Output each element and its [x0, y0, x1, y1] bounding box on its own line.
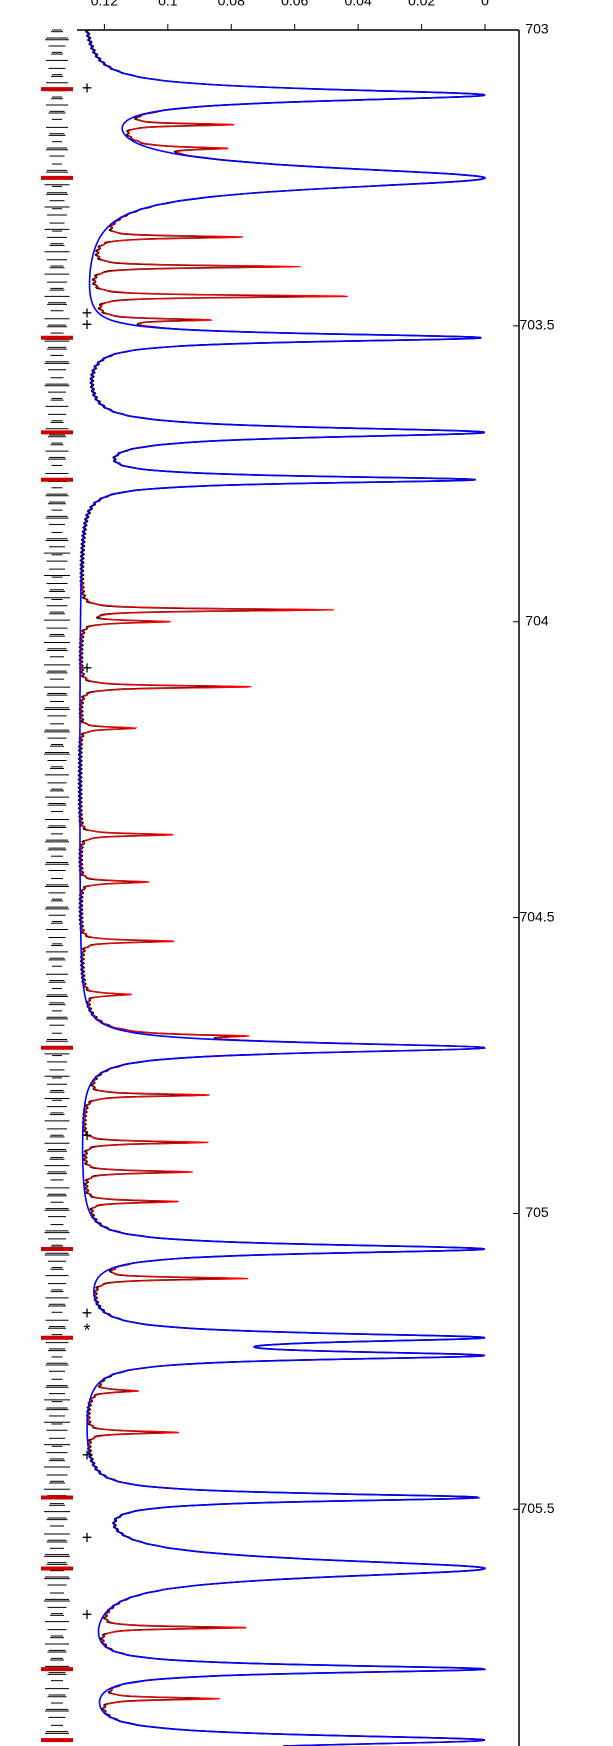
- feature-marker: +: [82, 1528, 93, 1548]
- feature-marker: +: [82, 1125, 93, 1145]
- feature-marker: +: [82, 1605, 93, 1625]
- y-tick-label: 0.04: [345, 0, 372, 9]
- x-tick-label: 703: [525, 21, 549, 37]
- model-main-line: [79, 29, 487, 1746]
- plot-area: ++++++*+++ 703703.5704704.5705705.500.02…: [41, 0, 555, 1746]
- y-tick-label: 0.12: [91, 0, 118, 9]
- line-marker-strip: [41, 29, 73, 1743]
- feature-marker: +: [82, 1445, 93, 1465]
- feature-markers: ++++++*+++: [82, 78, 93, 1625]
- y-tick-label: 0.08: [218, 0, 245, 9]
- x-tick-label: 704.5: [519, 908, 554, 924]
- y-tick-label: 0.02: [408, 0, 435, 9]
- feature-marker: +: [82, 1303, 93, 1323]
- feature-marker: +: [82, 658, 93, 678]
- axes: 703 703.5 704 704.5 705 705.5 0 0.02 0.04 0.06 0.0…: [77, 0, 555, 1746]
- feature-marker: +: [82, 315, 93, 335]
- spectrum-curves: [77, 29, 487, 1746]
- x-tick-label: 704: [525, 612, 549, 628]
- feature-marker: *: [83, 1321, 90, 1341]
- x-tick-label: 703.5: [519, 317, 554, 333]
- x-tick-label: 705: [525, 1204, 549, 1220]
- y-tick-label: 0.06: [281, 0, 308, 9]
- x-tick-label: 705.5: [519, 1500, 554, 1516]
- y-tick-label: 0: [481, 0, 489, 9]
- feature-marker: +: [82, 78, 93, 98]
- y-tick-label: 0.1: [158, 0, 178, 9]
- feature-marker: +: [82, 303, 93, 323]
